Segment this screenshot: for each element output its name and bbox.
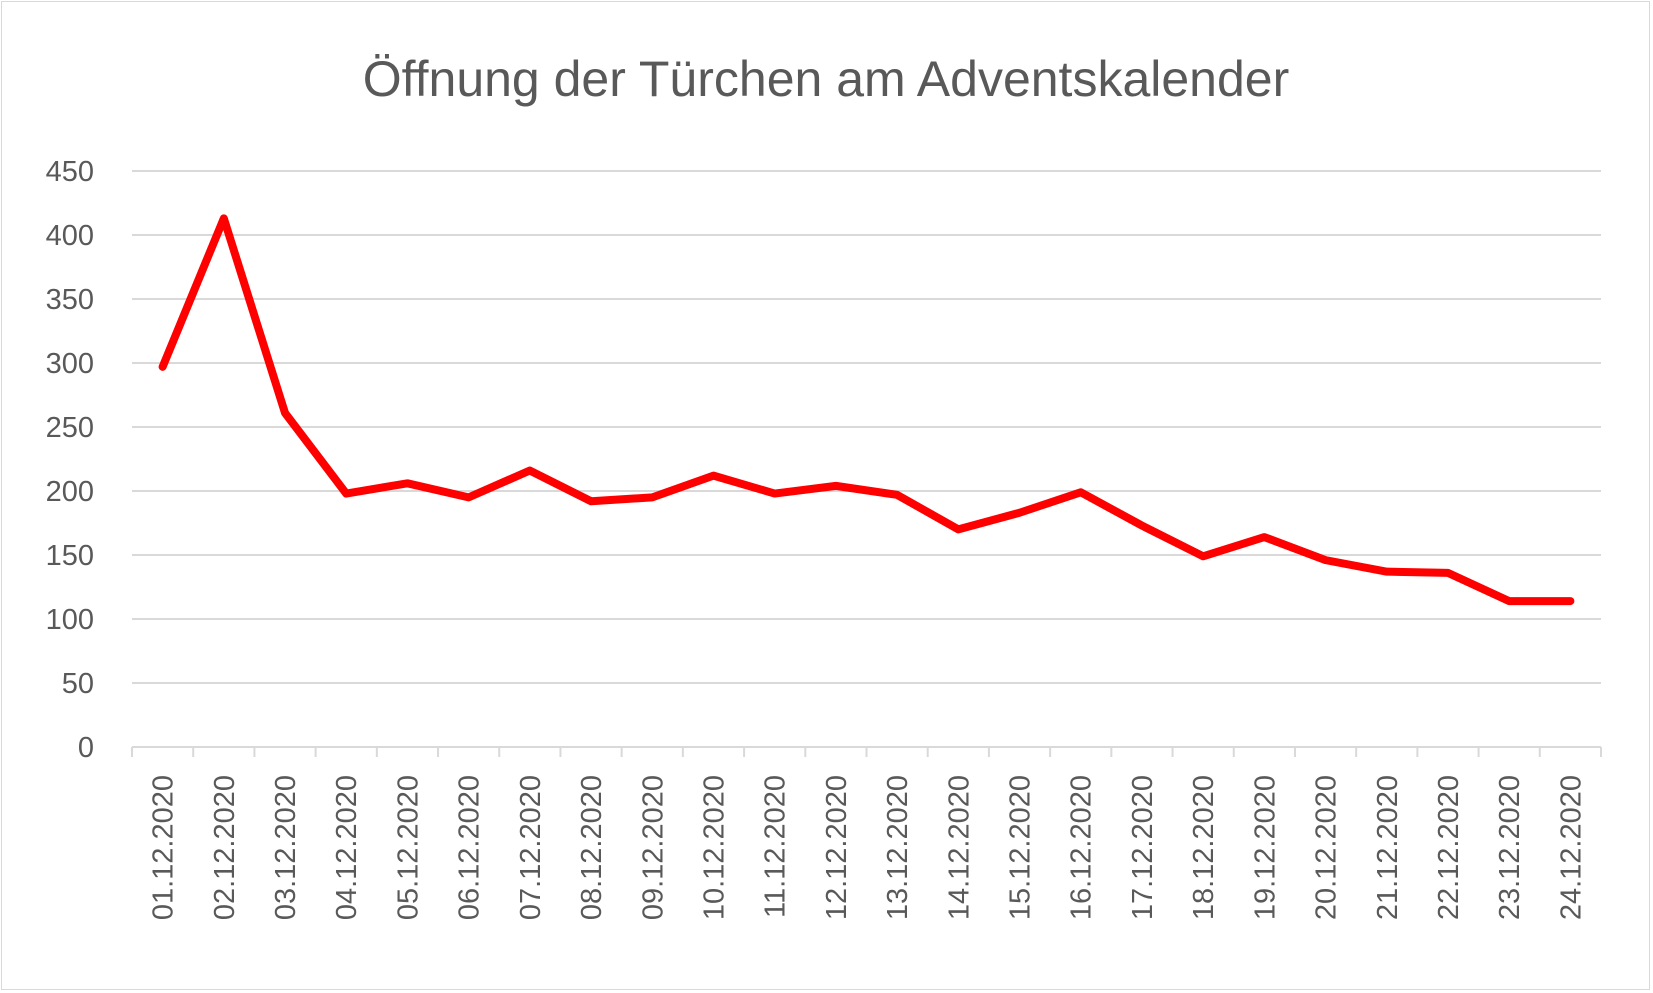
x-tick-label: 19.12.2020 [1249,775,1281,920]
x-tick-label: 02.12.2020 [209,775,241,920]
x-tick-label: 10.12.2020 [698,775,730,920]
y-tick-label: 450 [46,156,94,188]
x-tick-label: 17.12.2020 [1127,775,1159,920]
x-tick-label: 08.12.2020 [576,775,608,920]
x-tick-label: 12.12.2020 [821,775,853,920]
x-tick-label: 22.12.2020 [1433,775,1465,920]
x-tick-label: 14.12.2020 [943,775,975,920]
x-tick-label: 16.12.2020 [1066,775,1098,920]
series-line [158,214,1575,606]
x-tick-label: 20.12.2020 [1311,775,1343,920]
y-tick-label: 250 [46,412,94,444]
chart-title: Öffnung der Türchen am Adventskalender [363,51,1290,107]
x-tick-label: 13.12.2020 [882,775,914,920]
x-tick-label: 03.12.2020 [270,775,302,920]
y-tick-label: 50 [62,668,94,700]
x-tick-label: 09.12.2020 [637,775,669,920]
y-tick-label: 0 [78,732,94,764]
y-tick-label: 200 [46,476,94,508]
y-tick-label: 100 [46,604,94,636]
x-tick-label: 05.12.2020 [392,775,424,920]
x-tick-label: 06.12.2020 [454,775,486,920]
x-tick-label: 01.12.2020 [148,775,180,920]
x-tick-label: 15.12.2020 [1005,775,1037,920]
y-tick-label: 350 [46,284,94,316]
x-tick-label: 24.12.2020 [1555,775,1587,920]
x-tick-label: 21.12.2020 [1372,775,1404,920]
y-tick-label: 300 [46,348,94,380]
x-tick-label: 04.12.2020 [331,775,363,920]
x-tick-label: 23.12.2020 [1494,775,1526,920]
x-tick-label: 18.12.2020 [1188,775,1220,920]
y-tick-label: 150 [46,540,94,572]
x-tick-label: 07.12.2020 [515,775,547,920]
y-tick-label: 400 [46,220,94,252]
x-tick-label: 11.12.2020 [760,775,792,918]
